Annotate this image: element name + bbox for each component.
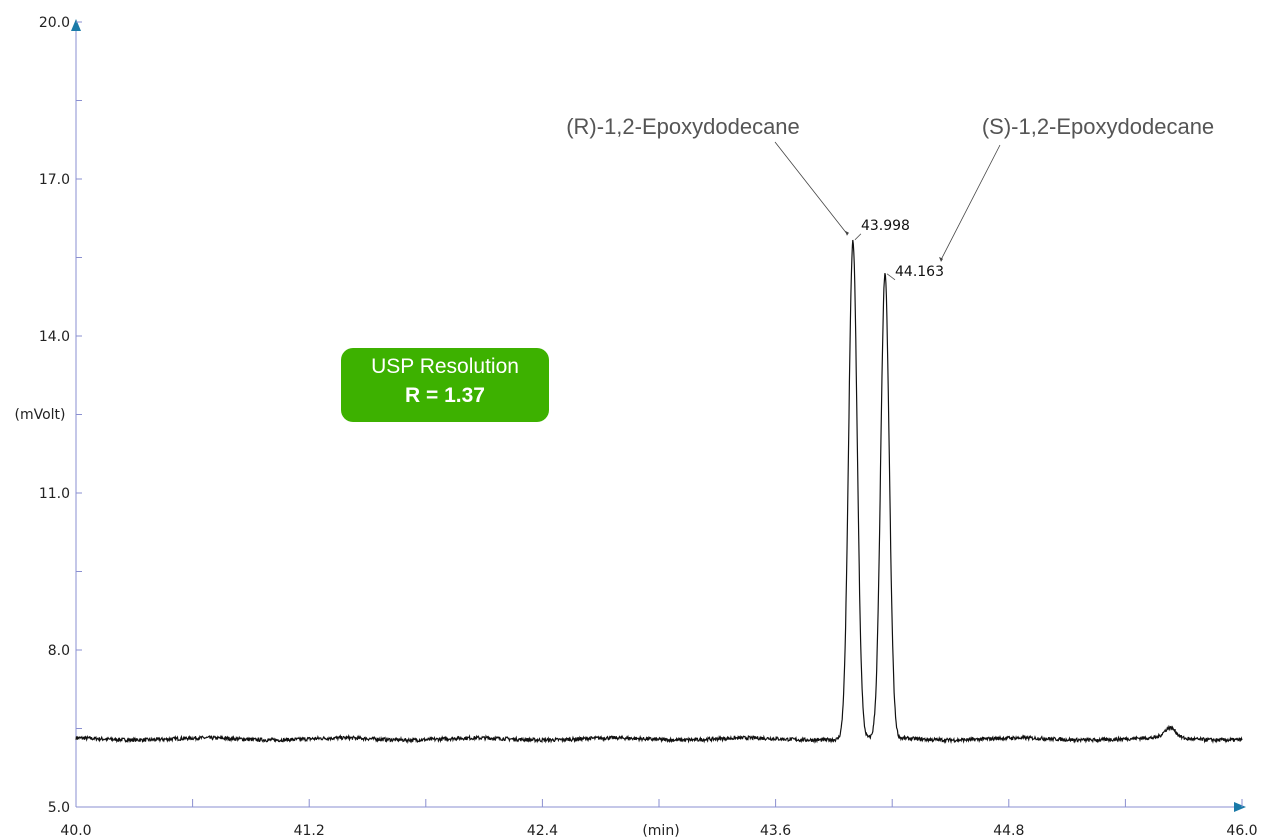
axes — [71, 19, 1246, 812]
y-axis-arrow — [71, 19, 81, 31]
y-tick-label: 17.0 — [39, 172, 70, 188]
y-tick-label: 14.0 — [39, 329, 70, 345]
x-tick-label: 41.2 — [294, 823, 325, 839]
peak-name-label: (S)-1,2-Epoxydodecane — [982, 114, 1214, 139]
x-tick-label: 43.6 — [760, 823, 791, 839]
y-tick-label: 8.0 — [48, 643, 70, 659]
x-axis-arrow — [1234, 802, 1246, 812]
rt-leader-line — [886, 273, 896, 281]
chromatogram-line — [75, 239, 1243, 745]
y-tick-label: 5.0 — [48, 800, 70, 816]
x-tick-label: 44.8 — [993, 823, 1024, 839]
y-axis-label: (mVolt) — [15, 407, 66, 423]
retention-time-label: 44.163 — [895, 264, 944, 280]
rt-leader-line — [854, 233, 862, 241]
x-tick-label: 46.0 — [1226, 823, 1257, 839]
usp-resolution-badge: USP Resolution R = 1.37 — [341, 348, 549, 422]
y-tick-label: 11.0 — [39, 486, 70, 502]
series-trace — [75, 239, 1243, 745]
x-axis-label: (min) — [642, 823, 679, 839]
x-tick-label: 40.0 — [60, 823, 91, 839]
peak-labels: (R)-1,2-Epoxydodecane 43.998 (S)-1,2-Epoxy… — [566, 114, 1214, 281]
peak-leader-line — [774, 141, 848, 235]
peak-name-label: (R)-1,2-Epoxydodecane — [566, 114, 800, 139]
usp-resolution-value: R = 1.37 — [405, 384, 485, 407]
y-tick-label: 20.0 — [39, 15, 70, 31]
x-tick-label: 42.4 — [527, 823, 558, 839]
peak-leader-line — [940, 144, 1001, 260]
peak-leader-arrow — [844, 230, 849, 236]
retention-time-label: 43.998 — [861, 218, 910, 234]
axis-ticks: 40.0 41.2 42.4 43.6 44.8 46.0 5.0 8.0 11.0 14.0 17… — [39, 15, 1258, 839]
usp-resolution-title: USP Resolution — [371, 355, 519, 378]
peak-leader-arrow — [939, 256, 944, 262]
